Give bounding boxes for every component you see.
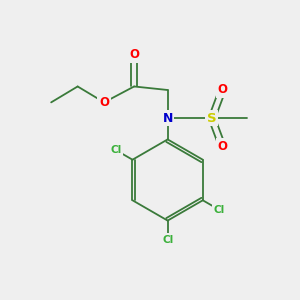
Text: O: O (218, 83, 227, 97)
Text: Cl: Cl (110, 145, 121, 155)
Text: Cl: Cl (214, 205, 225, 215)
Text: O: O (129, 48, 139, 61)
Text: Cl: Cl (162, 235, 173, 245)
Text: O: O (218, 140, 227, 153)
Text: S: S (207, 112, 217, 125)
Text: O: O (99, 96, 109, 109)
Text: N: N (163, 112, 173, 125)
